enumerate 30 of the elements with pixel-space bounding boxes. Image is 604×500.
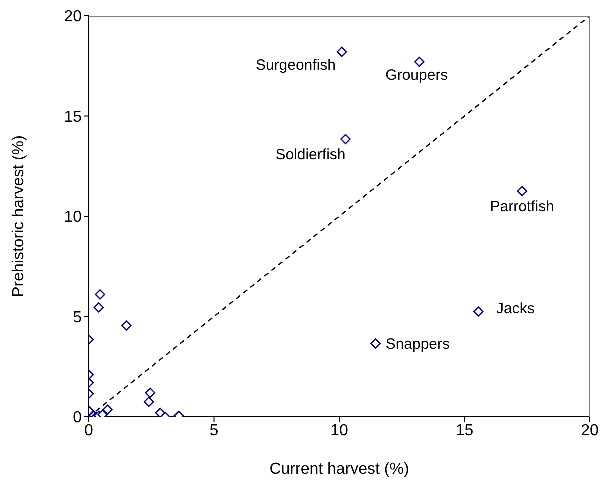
point	[145, 388, 156, 398]
annotation: Groupers	[386, 67, 448, 84]
annotation: Snappers	[386, 336, 450, 353]
x-tick-label: 20	[581, 422, 599, 440]
point	[336, 46, 348, 58]
x-tick-label: 15	[456, 422, 474, 440]
point	[414, 56, 425, 68]
point	[144, 396, 154, 408]
point	[517, 186, 528, 197]
point	[121, 320, 132, 331]
annotation: Surgeonfish	[256, 57, 336, 74]
x-tick-label: 5	[210, 422, 219, 440]
point	[473, 306, 484, 317]
x-tick-label: 0	[84, 422, 94, 440]
point	[340, 134, 351, 144]
annotation: Parrotfish	[490, 198, 554, 216]
y-tick-label: 5	[73, 309, 82, 326]
point	[94, 302, 104, 313]
y-tick-label: 15	[64, 108, 82, 126]
y-tick-label: 10	[64, 209, 82, 226]
y-tick-label: 20	[64, 8, 82, 26]
point	[102, 404, 113, 416]
x-axis-title: Current harvest (%)	[270, 461, 410, 478]
y-axis-title: Prehistoric harvest (%)	[10, 136, 28, 298]
point	[370, 338, 381, 349]
annotation: Jacks	[496, 300, 535, 318]
x-tick-label: 10	[330, 422, 348, 440]
point	[95, 290, 106, 300]
y-tick-label: 0	[73, 410, 82, 427]
annotation: Soldierfish	[276, 146, 346, 164]
